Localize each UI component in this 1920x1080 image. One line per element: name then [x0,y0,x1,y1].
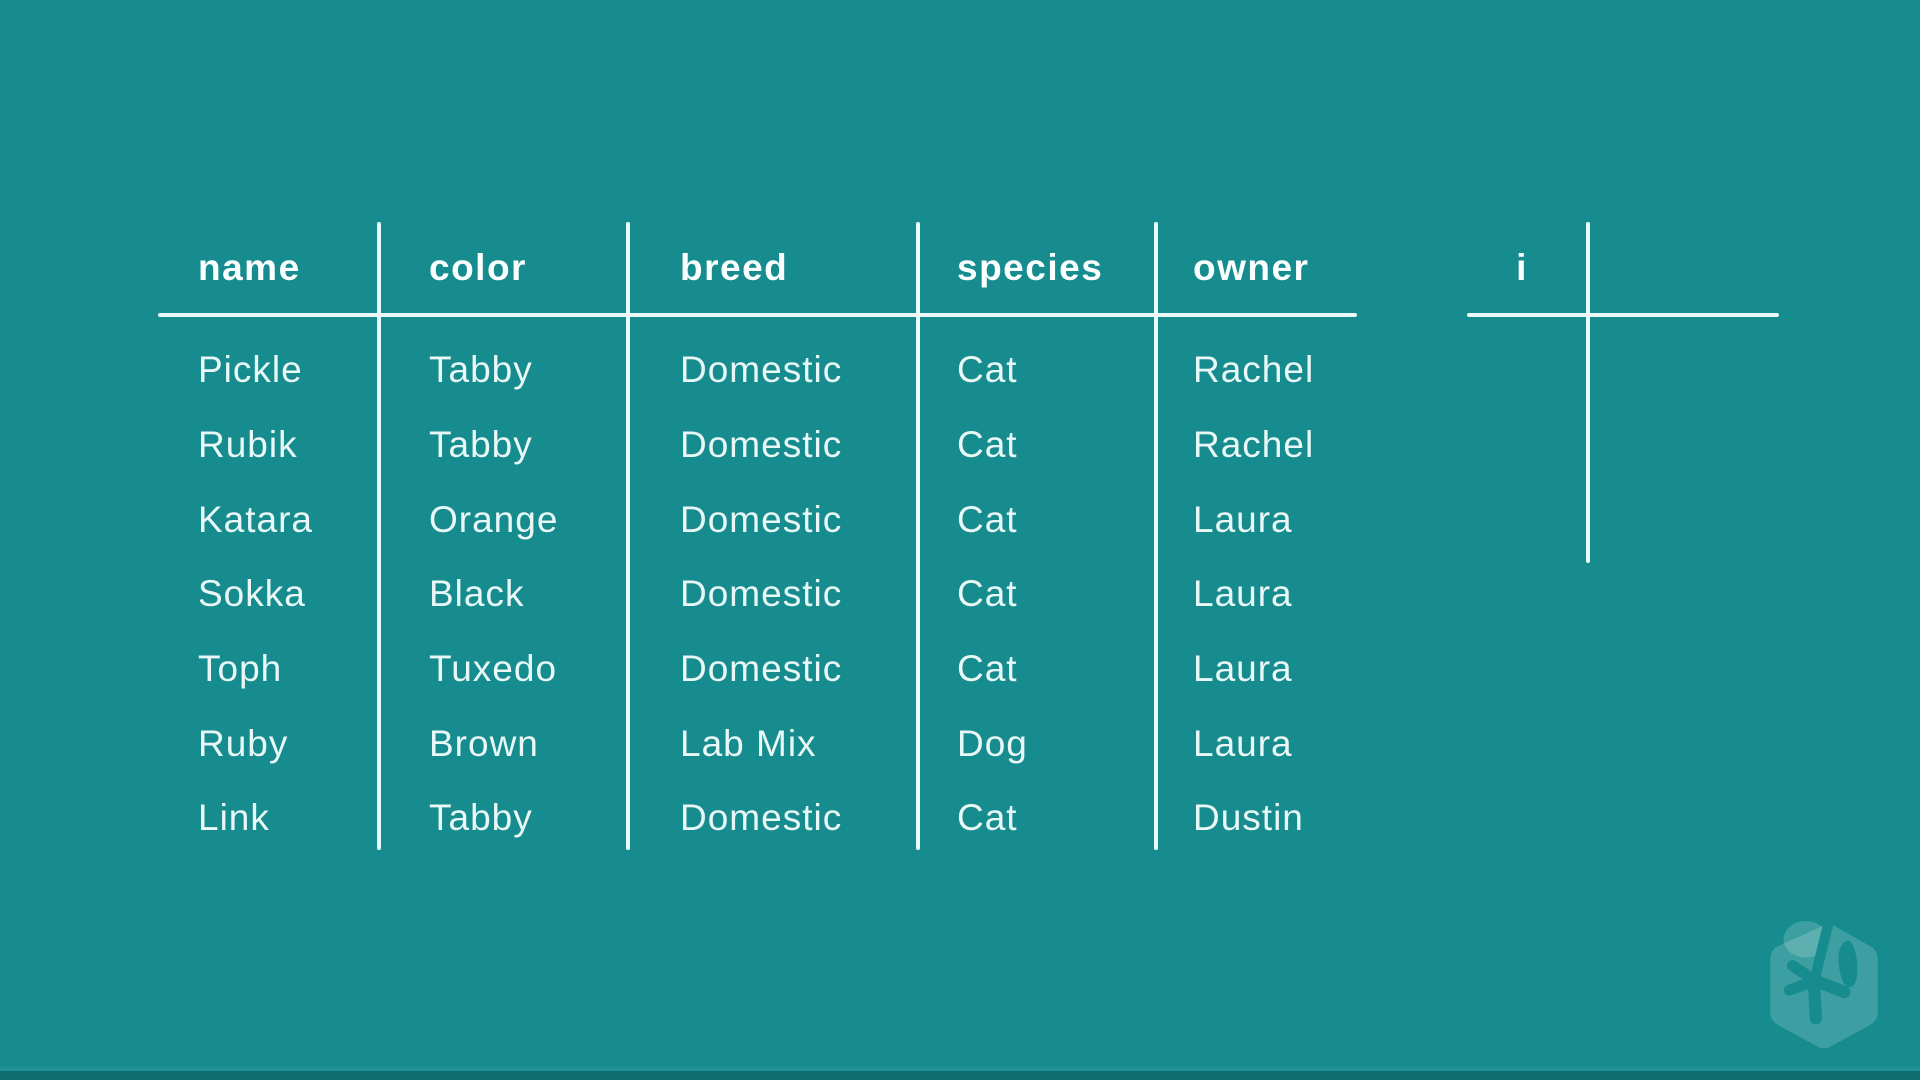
table-row: Pickle Tabby Domestic Cat Rachel [158,333,1357,408]
column-header-owner: owner [1193,246,1310,288]
cell-color: Brown [429,722,539,764]
cell-species: Cat [957,573,1018,615]
cell-species: Cat [957,349,1018,391]
column-divider-1 [377,222,381,850]
cell-color: Tabby [429,424,533,466]
cell-owner: Laura [1193,498,1293,540]
table-header-row: name color breed species owner [158,222,1357,313]
cell-name: Sokka [198,573,306,615]
cell-name: Katara [198,498,314,540]
index-column-header: i [1516,246,1528,288]
cell-owner: Laura [1193,573,1293,615]
cell-owner: Rachel [1193,349,1315,391]
cell-color: Tabby [429,797,533,839]
cell-breed: Domestic [680,797,843,839]
column-header-name: name [198,246,301,288]
cell-owner: Dustin [1193,797,1304,839]
cell-color: Orange [429,498,559,540]
cell-breed: Domestic [680,349,843,391]
table-row: Ruby Brown Lab Mix Dog Laura [158,706,1357,781]
cell-breed: Domestic [680,648,843,690]
treehouse-logo-icon [1770,918,1878,1049]
cell-species: Dog [957,722,1028,764]
table-row: Toph Tuxedo Domestic Cat Laura [158,632,1357,707]
column-divider-4 [1154,222,1158,850]
cell-species: Cat [957,797,1018,839]
column-header-color: color [429,246,527,288]
cell-owner: Laura [1193,722,1293,764]
table-row: Rubik Tabby Domestic Cat Rachel [158,408,1357,483]
table-row: Sokka Black Domestic Cat Laura [158,557,1357,632]
cell-breed: Domestic [680,573,843,615]
index-header-underline [1467,313,1779,317]
column-divider-3 [916,222,920,850]
cell-species: Cat [957,648,1018,690]
index-column-divider [1586,222,1590,563]
cell-breed: Domestic [680,498,843,540]
column-header-species: species [957,246,1104,288]
cell-color: Tuxedo [429,648,558,690]
table-body: Pickle Tabby Domestic Cat Rachel Rubik T… [158,333,1357,856]
cell-species: Cat [957,498,1018,540]
cell-owner: Laura [1193,648,1293,690]
table-row: Link Tabby Domestic Cat Dustin [158,781,1357,856]
cell-name: Pickle [198,349,303,391]
header-underline [158,313,1357,317]
cell-breed: Domestic [680,424,843,466]
table-row: Katara Orange Domestic Cat Laura [158,482,1357,557]
cell-species: Cat [957,424,1018,466]
cell-breed: Lab Mix [680,722,817,764]
bottom-edge-strip [0,1071,1920,1080]
cell-color: Tabby [429,349,533,391]
cell-name: Ruby [198,722,289,764]
column-divider-2 [626,222,630,850]
cell-name: Link [198,797,270,839]
cell-name: Toph [198,648,283,690]
cell-color: Black [429,573,525,615]
cell-owner: Rachel [1193,424,1315,466]
bottom-edge-highlight [0,1067,1920,1071]
column-header-breed: breed [680,246,789,288]
cell-name: Rubik [198,424,298,466]
